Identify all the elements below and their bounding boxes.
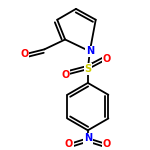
Text: N: N: [84, 133, 92, 143]
Text: O: O: [65, 139, 73, 149]
Text: O: O: [102, 54, 111, 64]
Text: O: O: [61, 70, 69, 80]
Text: O: O: [102, 139, 111, 149]
Text: O: O: [21, 49, 29, 59]
Text: S: S: [84, 64, 91, 74]
Text: N: N: [86, 46, 94, 56]
